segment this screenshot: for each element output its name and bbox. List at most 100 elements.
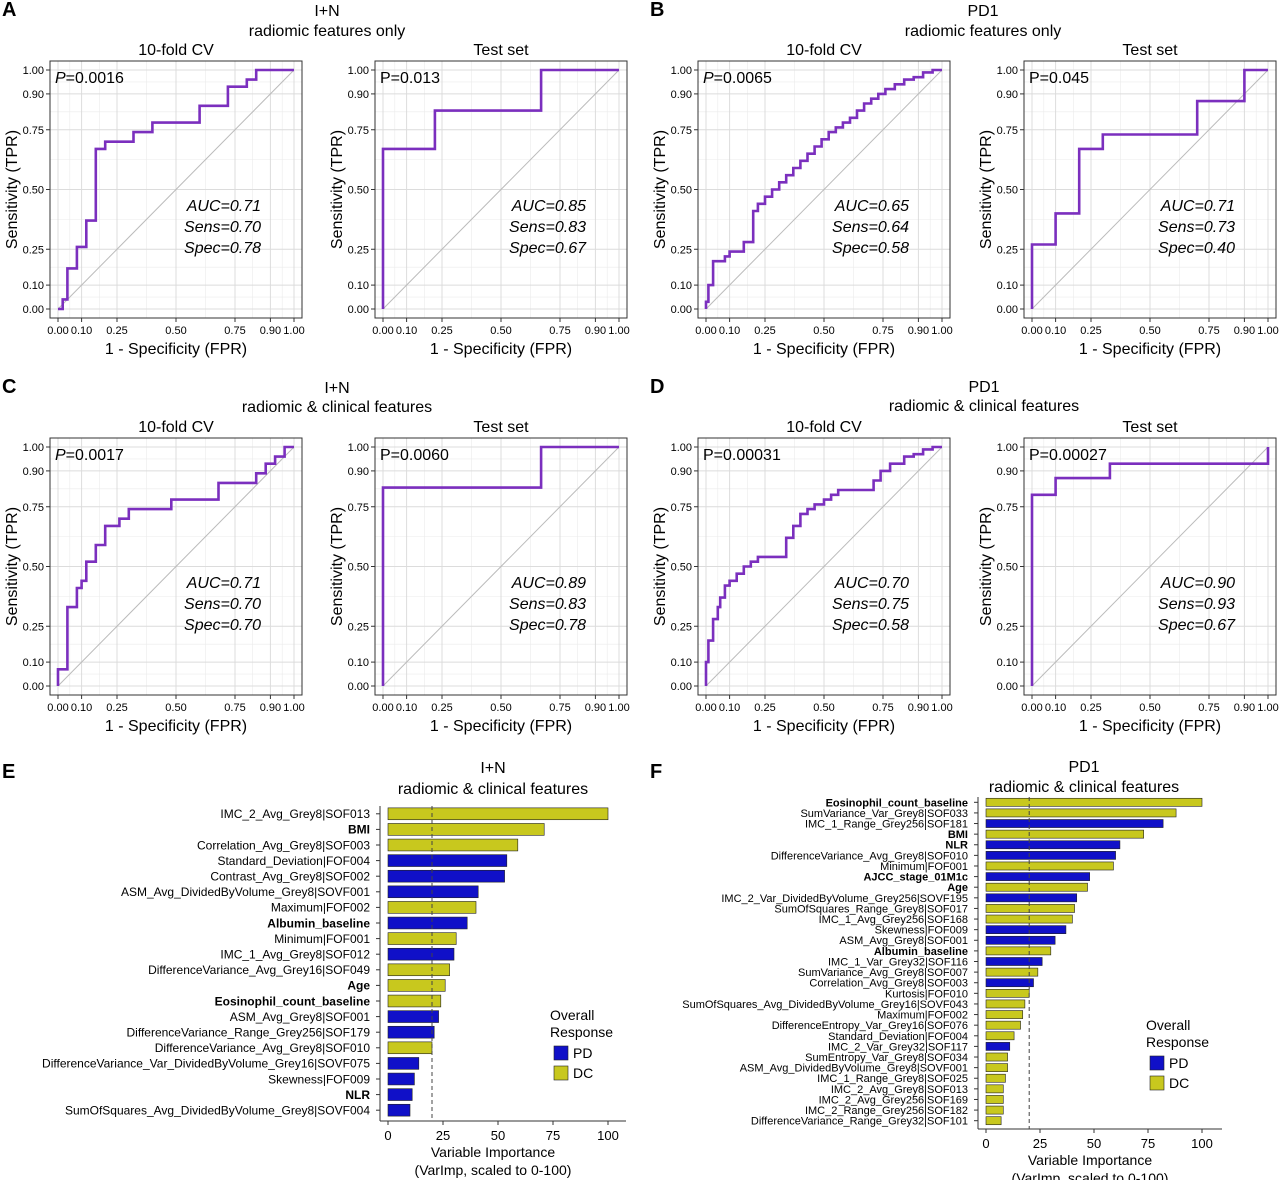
importance-bar	[985, 946, 1052, 956]
panel-letter: F	[650, 761, 662, 783]
x-tick-label: 0.00	[1021, 702, 1042, 714]
feature-label: DifferenceVariance_Avg_Grey8|SOF010	[771, 850, 968, 862]
feature-label: Maximum|FOF002	[877, 1010, 968, 1022]
feature-label: IMC_2_Var_DividedByVolume_Grey256|SOVF19…	[721, 893, 968, 905]
feature-label: Correlation_Avg_Grey8|SOF003	[809, 978, 968, 990]
y-tick-label: 0.00	[348, 304, 369, 316]
x-tick-label: 0.25	[106, 702, 127, 714]
importance-bar	[985, 797, 1203, 807]
p-value: P=0.00027	[1029, 447, 1107, 464]
feature-label: Kurtosis|FOF010	[885, 988, 968, 1000]
feature-label: Correlation_Avg_Grey8|SOF003	[197, 838, 370, 852]
feature-label: NLR	[345, 1088, 370, 1102]
x-tick-label: 0	[384, 1128, 391, 1143]
y-tick-label: 0.25	[997, 244, 1018, 256]
x-tick-label: 50	[491, 1128, 505, 1143]
legend-label: PD	[573, 1045, 592, 1061]
x-tick-label: 0.75	[224, 325, 245, 337]
panel-title: I+N	[314, 3, 339, 20]
y-tick-label: 0.00	[997, 304, 1018, 316]
roc-stat: Sens=0.83	[509, 596, 586, 613]
y-tick-label: 0.75	[997, 125, 1018, 137]
x-tick-label: 1.00	[608, 702, 629, 714]
x-tick-label: 0.50	[490, 325, 511, 337]
p-value: =0.0016	[66, 70, 124, 87]
x-tick-label: 0.00	[372, 702, 393, 714]
roc-stat: Sens=0.75	[832, 596, 909, 613]
roc-plot: 10-fold CV0.000.000.100.100.250.250.500.…	[4, 419, 305, 735]
y-tick-label: 0.90	[671, 89, 692, 101]
x-axis-sublabel: (VarImp, scaled to 0-100)	[415, 1162, 572, 1178]
feature-label: DifferenceVariance_Range_Grey32|SOF101	[751, 1116, 968, 1128]
roc-curve	[56, 445, 294, 686]
feature-label: IMC_1_Avg_Grey8|SOF012	[220, 948, 370, 962]
y-tick-label: 0.50	[671, 562, 692, 574]
feature-label: IMC_1_Var_Grey32|SOF116	[828, 956, 968, 968]
feature-label: ASM_Avg_Grey8|SOF001	[230, 1010, 371, 1024]
importance-bar	[985, 840, 1121, 850]
y-axis-label: Sensitivity (TPR)	[329, 130, 346, 249]
panel-letter: D	[650, 376, 664, 398]
y-tick-label: 0.00	[671, 681, 692, 693]
x-tick-label: 0.00	[695, 325, 716, 337]
chance-diagonal	[382, 69, 620, 310]
panel-title: I+N	[480, 760, 505, 777]
feature-label: Contrast_Avg_Grey8|SOF002	[210, 870, 370, 884]
y-tick-label: 0.90	[997, 466, 1018, 478]
x-tick-label: 0.10	[1045, 702, 1066, 714]
x-tick-label: 0.25	[1080, 702, 1101, 714]
y-tick-label: 1.00	[23, 65, 44, 77]
x-tick-label: 1.00	[283, 325, 304, 337]
x-tick-label: 0.25	[754, 325, 775, 337]
legend-label: PD	[1169, 1055, 1188, 1071]
roc-curve	[704, 445, 942, 686]
x-tick-label: 0.10	[71, 325, 92, 337]
y-axis-label: Sensitivity (TPR)	[4, 130, 21, 249]
y-axis-label: Sensitivity (TPR)	[329, 507, 346, 626]
x-tick-label: 0.00	[47, 702, 68, 714]
x-tick-label: 0.10	[719, 325, 740, 337]
y-tick-label: 0.75	[348, 125, 369, 137]
y-tick-label: 0.10	[671, 657, 692, 669]
y-tick-label: 0.75	[23, 125, 44, 137]
x-tick-label: 1.00	[931, 325, 952, 337]
legend-swatch	[553, 1065, 569, 1081]
p-value: =0.0065	[714, 70, 772, 87]
roc-stat: Spec=0.58	[832, 617, 909, 634]
x-tick-label: 0.25	[431, 702, 452, 714]
x-tick-label: 0.00	[1021, 325, 1042, 337]
y-tick-label: 0.75	[671, 502, 692, 514]
y-tick-label: 0.50	[23, 185, 44, 197]
legend-title: Response	[1146, 1034, 1209, 1050]
roc-title: 10-fold CV	[786, 42, 862, 59]
importance-bar	[985, 851, 1116, 860]
importance-bar	[985, 1063, 1008, 1072]
feature-label: DifferenceVariance_Var_DividedByVolume_G…	[42, 1057, 370, 1071]
legend-label: DC	[573, 1065, 593, 1081]
x-axis-sublabel: (VarImp, scaled to 0-100)	[1012, 1170, 1169, 1180]
x-tick-label: 0.50	[165, 702, 186, 714]
p-value: P=0.0060	[380, 447, 449, 464]
importance-bar	[387, 1088, 413, 1101]
feature-label: BMI	[948, 829, 968, 841]
p-symbol: P	[55, 70, 66, 87]
roc-plot: Test set0.000.000.100.100.250.250.500.50…	[978, 42, 1279, 358]
y-tick-label: 0.25	[348, 244, 369, 256]
roc-title: 10-fold CV	[138, 419, 214, 436]
importance-bar	[387, 838, 519, 852]
x-axis-label: 1 - Specificity (FPR)	[1079, 341, 1221, 358]
importance-bar	[387, 932, 457, 945]
legend-title: Overall	[550, 1007, 594, 1023]
x-tick-label: 0.75	[549, 325, 570, 337]
roc-stat: AUC=0.71	[186, 575, 261, 592]
roc-plot: 10-fold CV0.000.000.100.100.250.250.500.…	[652, 42, 953, 358]
roc-title: Test set	[1122, 419, 1178, 436]
p-value: P=0.013	[380, 70, 440, 87]
x-tick-label: 0.90	[260, 325, 281, 337]
feature-label: IMC_2_Range_Grey256|SOF182	[805, 1105, 968, 1117]
y-axis-label: Sensitivity (TPR)	[652, 130, 669, 249]
x-tick-label: 0.90	[908, 325, 929, 337]
p-value: =0.0017	[66, 447, 124, 464]
importance-bar	[985, 978, 1034, 988]
importance-bar	[985, 1052, 1008, 1062]
